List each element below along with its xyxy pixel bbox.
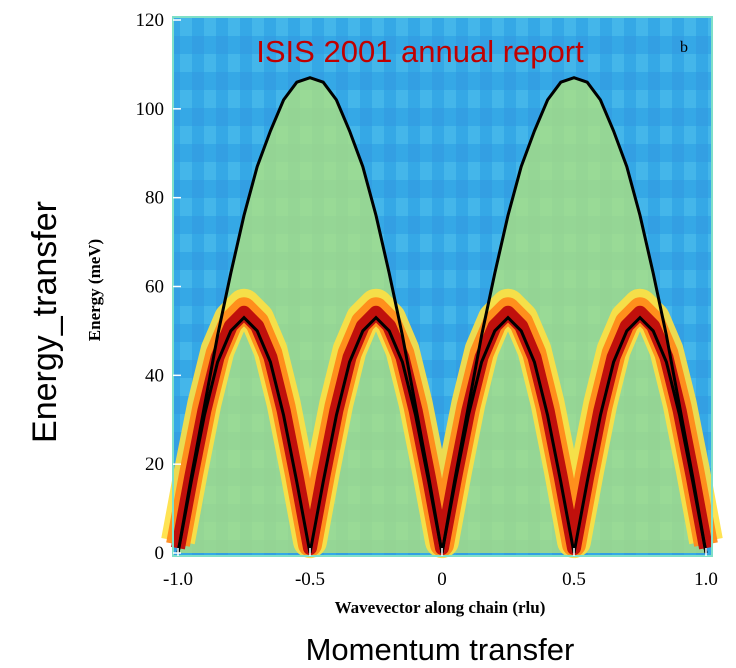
continuum-area — [178, 77, 706, 553]
outer-x-label: Momentum transfer — [306, 632, 575, 667]
y-tick-label: 120 — [136, 10, 165, 31]
y-tick-label: 0 — [155, 543, 165, 564]
y-tick-label: 80 — [145, 188, 164, 209]
plot-area — [161, 16, 723, 559]
outer-y-label: Energy_transfer — [26, 201, 64, 443]
x-tick-label: -0.5 — [295, 569, 325, 590]
y-tick-label: 20 — [145, 454, 164, 475]
x-tick-label: 0 — [437, 569, 447, 590]
y-tick-label: 60 — [145, 277, 164, 298]
x-tick-label: -1.0 — [163, 569, 193, 590]
y-tick-label: 100 — [136, 99, 165, 120]
x-tick-label: 0.5 — [562, 569, 586, 590]
y-tick-label: 40 — [145, 365, 164, 386]
x-tick-label: 1.0 — [694, 569, 718, 590]
x-axis-label: Wavevector along chain (rlu) — [335, 598, 546, 617]
y-axis-label: Energy (meV) — [85, 239, 104, 341]
panel-label: b — [680, 39, 688, 56]
chart-title: ISIS 2001 annual report — [256, 34, 584, 69]
